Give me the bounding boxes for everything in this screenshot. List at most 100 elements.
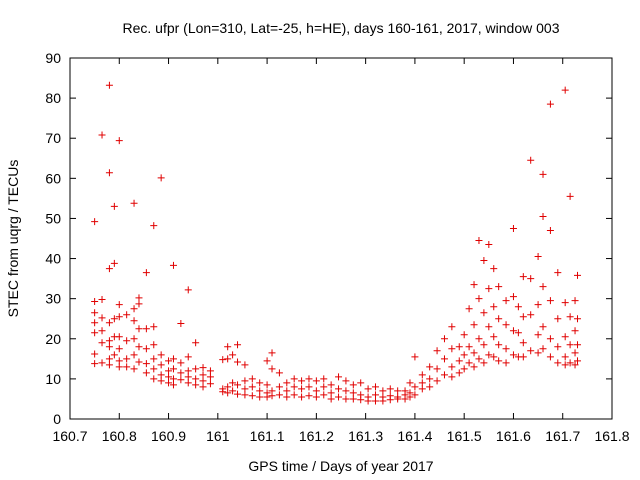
data-point: [448, 373, 456, 381]
x-tick-label: 161.1: [250, 428, 285, 444]
data-point: [234, 341, 242, 349]
data-point: [123, 363, 131, 371]
data-point: [298, 385, 306, 393]
data-point: [342, 387, 350, 395]
data-point: [98, 295, 106, 303]
data-point: [475, 335, 483, 343]
data-point: [268, 392, 276, 400]
y-tick-label: 50: [45, 210, 61, 226]
data-point: [364, 397, 372, 405]
data-point: [312, 387, 320, 395]
data-point: [566, 192, 574, 200]
data-point: [268, 349, 276, 357]
data-point: [305, 392, 313, 400]
data-point: [470, 349, 478, 357]
data-point: [480, 341, 488, 349]
data-point: [91, 360, 99, 368]
data-point: [275, 383, 283, 391]
data-point: [234, 358, 242, 366]
data-point: [534, 253, 542, 261]
data-point: [115, 313, 123, 321]
data-point: [290, 375, 298, 383]
y-tick-label: 10: [45, 371, 61, 387]
data-point: [142, 325, 150, 333]
x-tick-label: 161: [206, 428, 230, 444]
data-point: [554, 269, 562, 277]
data-point: [115, 363, 123, 371]
data-point: [480, 309, 488, 317]
data-point: [327, 381, 335, 389]
data-point: [184, 353, 192, 361]
data-point: [394, 395, 402, 403]
data-point: [418, 385, 426, 393]
data-point: [509, 327, 517, 335]
data-point: [379, 387, 387, 395]
y-tick-label: 30: [45, 291, 61, 307]
data-point: [229, 387, 237, 395]
data-point: [327, 395, 335, 403]
data-point: [470, 281, 478, 289]
data-point: [91, 309, 99, 317]
data-point: [571, 361, 579, 369]
data-point: [574, 357, 582, 365]
data-point: [234, 381, 242, 389]
data-point: [123, 311, 131, 319]
data-point: [91, 329, 99, 337]
data-point: [283, 393, 291, 401]
data-point: [241, 377, 249, 385]
data-point: [98, 359, 106, 367]
data-point: [142, 345, 150, 353]
data-point: [115, 137, 123, 145]
data-point: [509, 224, 517, 232]
data-points: [91, 81, 582, 405]
data-point: [192, 339, 200, 347]
data-point: [110, 351, 118, 359]
data-point: [157, 174, 165, 182]
data-point: [527, 311, 535, 319]
data-point: [98, 339, 106, 347]
data-point: [184, 379, 192, 387]
data-point: [574, 315, 582, 323]
data-point: [229, 379, 237, 387]
data-point: [546, 100, 554, 108]
data-point: [263, 381, 271, 389]
data-point: [206, 380, 214, 388]
data-point: [256, 379, 264, 387]
data-point: [135, 325, 143, 333]
data-point: [519, 339, 527, 347]
data-point: [440, 355, 448, 363]
data-point: [241, 361, 249, 369]
data-point: [91, 319, 99, 327]
data-point: [546, 297, 554, 305]
data-point: [554, 343, 562, 351]
x-tick-label: 160.7: [52, 428, 87, 444]
data-point: [460, 331, 468, 339]
data-point: [349, 381, 357, 389]
data-point: [150, 222, 158, 230]
data-point: [105, 355, 113, 363]
data-point: [534, 301, 542, 309]
data-point: [364, 385, 372, 393]
data-point: [150, 365, 158, 373]
data-point: [298, 377, 306, 385]
data-point: [519, 313, 527, 321]
data-point: [130, 351, 138, 359]
data-point: [418, 371, 426, 379]
data-point: [290, 383, 298, 391]
data-point: [305, 383, 313, 391]
data-point: [349, 389, 357, 397]
data-point: [485, 241, 493, 249]
data-point: [480, 257, 488, 265]
data-point: [539, 170, 547, 178]
data-point: [386, 396, 394, 404]
y-tick-label: 0: [53, 411, 61, 427]
data-point: [219, 356, 227, 364]
data-point: [199, 371, 207, 379]
chart-title: Rec. ufpr (Lon=310, Lat=-25, h=HE), days…: [122, 20, 559, 36]
data-point: [135, 300, 143, 308]
data-point: [527, 156, 535, 164]
axes: 160.7 160.8 160.9 161 161.1 161.2 161.3 161.4 16…: [45, 50, 629, 444]
data-point: [110, 202, 118, 210]
data-point: [165, 373, 173, 381]
data-point: [98, 131, 106, 139]
